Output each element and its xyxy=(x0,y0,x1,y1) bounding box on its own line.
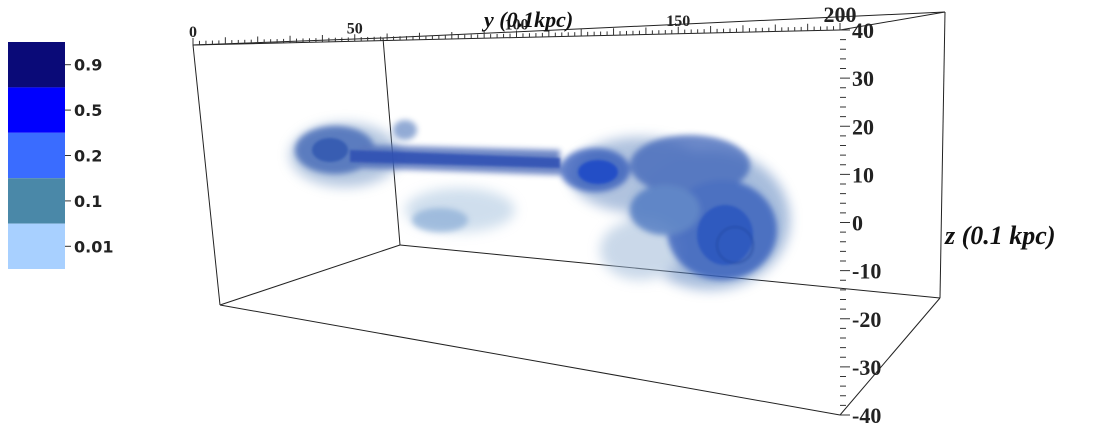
y-tick-label: 50 xyxy=(347,20,363,37)
legend-label: 0.1 xyxy=(74,192,102,211)
z-tick-label: -10 xyxy=(852,259,881,284)
legend-label: 0.01 xyxy=(74,237,113,256)
y-axis: 0 50 100 150 200 xyxy=(189,2,857,45)
y-tick-label: 200 xyxy=(824,2,857,27)
bounding-box-front xyxy=(192,11,946,416)
legend-swatch xyxy=(8,223,65,269)
colorbar-legend: 0.9 0.5 0.2 0.1 0.01 xyxy=(8,42,113,269)
legend-label: 0.5 xyxy=(74,101,102,120)
z-axis: 40 30 20 10 0 -10 -20 -30 -40 xyxy=(840,18,881,428)
z-tick-label: -20 xyxy=(852,307,881,332)
z-tick-label: 30 xyxy=(852,66,874,91)
legend-swatch xyxy=(8,132,65,179)
legend-swatch xyxy=(8,42,65,88)
z-axis-title: z (0.1 kpc) xyxy=(944,221,1055,250)
z-tick-label: 40 xyxy=(852,18,874,43)
y-tick-label: 100 xyxy=(505,17,529,34)
z-tick-label: 20 xyxy=(852,114,874,139)
legend-swatch xyxy=(8,87,65,133)
legend-label: 0.2 xyxy=(74,147,102,166)
legend-label: 0.9 xyxy=(74,56,102,75)
y-axis-title: y (0.1kpc) xyxy=(481,7,573,32)
y-tick-label: 150 xyxy=(666,13,690,30)
legend-swatch xyxy=(8,178,65,224)
z-tick-label: 10 xyxy=(852,162,874,187)
z-tick-label: -40 xyxy=(852,403,881,428)
y-tick-label: 0 xyxy=(189,24,197,41)
z-tick-label: 0 xyxy=(852,211,863,236)
z-tick-label: -30 xyxy=(852,355,881,380)
gas-density-volume xyxy=(290,120,790,290)
